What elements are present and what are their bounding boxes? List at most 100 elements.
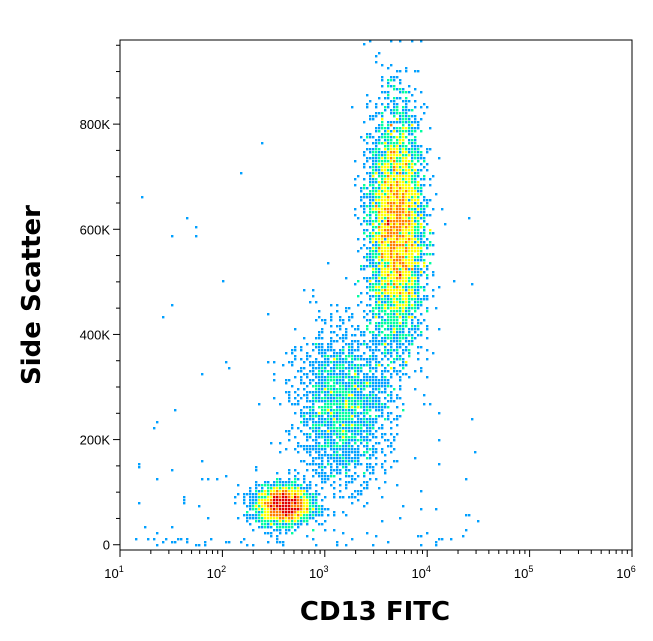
density-dot — [240, 172, 243, 175]
density-dot — [327, 409, 330, 412]
density-dot — [375, 214, 378, 217]
density-dot — [420, 304, 423, 307]
density-dot — [378, 208, 381, 211]
density-dot — [387, 106, 390, 109]
density-dot — [378, 112, 381, 115]
density-dot — [294, 358, 297, 361]
density-dot — [375, 337, 378, 340]
density-dot — [375, 115, 378, 118]
density-dot — [411, 217, 414, 220]
density-dot — [246, 514, 249, 517]
density-dot — [369, 172, 372, 175]
density-dot — [405, 274, 408, 277]
density-dot — [318, 421, 321, 424]
density-dot — [297, 490, 300, 493]
density-dot — [411, 256, 414, 259]
density-dot — [342, 319, 345, 322]
density-dot — [258, 526, 261, 529]
density-dot — [288, 490, 291, 493]
density-dot — [315, 424, 318, 427]
density-dot — [273, 496, 276, 499]
density-dot — [390, 190, 393, 193]
density-dot — [333, 358, 336, 361]
density-dot — [393, 307, 396, 310]
density-dot — [375, 238, 378, 241]
density-dot — [363, 373, 366, 376]
density-dot — [369, 277, 372, 280]
density-dot — [366, 400, 369, 403]
density-dot — [327, 391, 330, 394]
density-dot — [378, 280, 381, 283]
density-dot — [285, 499, 288, 502]
density-dot — [291, 532, 294, 535]
density-dot — [360, 439, 363, 442]
density-dot — [402, 190, 405, 193]
density-dot — [411, 226, 414, 229]
density-dot — [303, 505, 306, 508]
density-dot — [414, 286, 417, 289]
density-dot — [438, 463, 441, 466]
density-dot — [357, 250, 360, 253]
density-dot — [345, 418, 348, 421]
density-dot — [291, 490, 294, 493]
density-dot — [423, 214, 426, 217]
density-dot — [402, 265, 405, 268]
density-dot — [429, 232, 432, 235]
density-dot — [438, 328, 441, 331]
density-dot — [369, 430, 372, 433]
density-dot — [429, 229, 432, 232]
density-dot — [360, 199, 363, 202]
density-dot — [396, 292, 399, 295]
density-dot — [315, 394, 318, 397]
density-dot — [378, 211, 381, 214]
density-dot — [294, 529, 297, 532]
density-dot — [387, 208, 390, 211]
density-dot — [393, 328, 396, 331]
density-dot — [288, 469, 291, 472]
density-dot — [402, 250, 405, 253]
density-dot — [375, 220, 378, 223]
density-dot — [414, 223, 417, 226]
density-dot — [342, 346, 345, 349]
density-dot — [417, 148, 420, 151]
density-dot — [384, 298, 387, 301]
density-dot — [393, 367, 396, 370]
density-dot — [378, 313, 381, 316]
density-dot — [399, 70, 402, 73]
density-dot — [387, 370, 390, 373]
density-dot — [291, 481, 294, 484]
density-dot — [390, 40, 393, 43]
density-dot — [381, 370, 384, 373]
density-dot — [402, 205, 405, 208]
density-dot — [294, 517, 297, 520]
density-dot — [351, 481, 354, 484]
density-dot — [303, 367, 306, 370]
density-dot — [255, 481, 258, 484]
density-dot — [393, 298, 396, 301]
density-dot — [339, 388, 342, 391]
density-dot — [366, 487, 369, 490]
density-dot — [408, 307, 411, 310]
density-dot — [369, 253, 372, 256]
density-dot — [330, 427, 333, 430]
density-dot — [345, 394, 348, 397]
density-dot — [258, 484, 261, 487]
density-dot — [399, 178, 402, 181]
density-dot — [309, 379, 312, 382]
y-tick-label: 0 — [103, 538, 110, 553]
density-dot — [411, 328, 414, 331]
density-dot — [384, 148, 387, 151]
density-dot — [420, 145, 423, 148]
density-dot — [327, 373, 330, 376]
density-dot — [378, 52, 381, 55]
density-dot — [300, 358, 303, 361]
density-dot — [336, 400, 339, 403]
density-dot — [288, 526, 291, 529]
density-dot — [378, 364, 381, 367]
density-dot — [288, 529, 291, 532]
density-dot — [342, 364, 345, 367]
density-dot — [405, 373, 408, 376]
density-dot — [396, 178, 399, 181]
density-dot — [384, 328, 387, 331]
density-dot — [366, 253, 369, 256]
